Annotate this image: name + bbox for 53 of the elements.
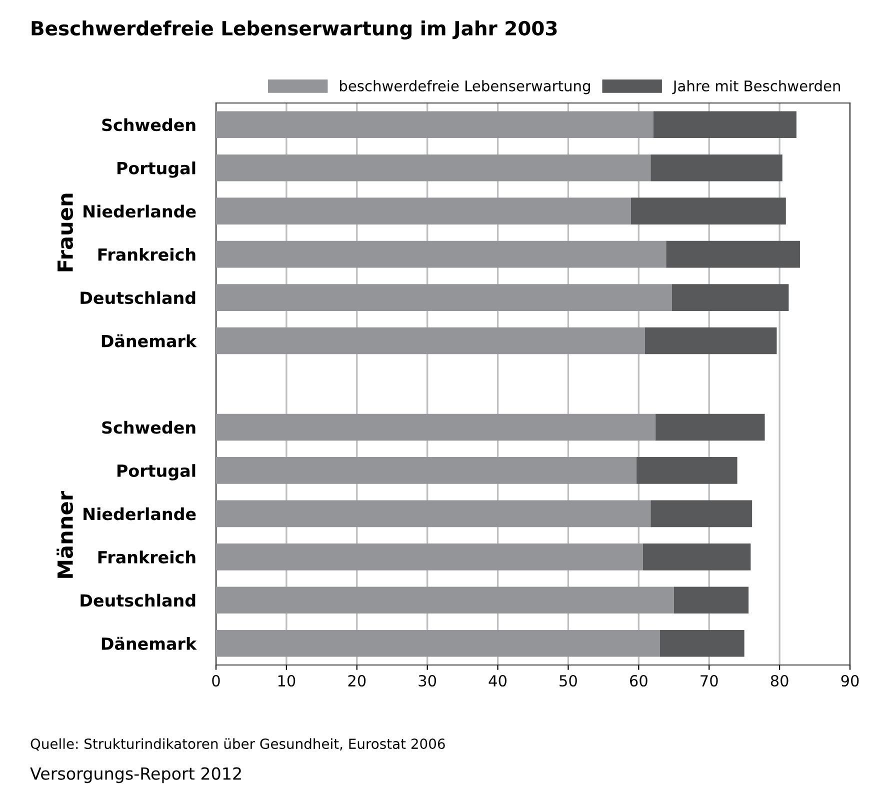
bar: [660, 630, 744, 657]
y-tick-label: Portugal: [117, 464, 196, 480]
y-tick-label: Niederlande: [84, 204, 196, 218]
x-tick-label: 40: [488, 674, 506, 687]
legend-label: Jahre mit Beschwerden: [672, 80, 840, 94]
bar: [650, 500, 752, 528]
x-tick-label: 50: [560, 674, 577, 687]
bar: [216, 586, 674, 614]
x-tick-label: 80: [770, 674, 788, 687]
y-tick-label: Schweden: [102, 118, 196, 132]
bar: [656, 414, 765, 441]
y-tick-label: Dänemark: [102, 334, 197, 348]
y-tick-label: Deutschland: [80, 291, 196, 304]
bar: [642, 544, 751, 570]
y-tick-label: Frankreich: [98, 550, 196, 564]
bar: [636, 457, 738, 484]
y-tick-label: Niederlande: [84, 507, 196, 520]
chart-title: Beschwerdefreie Lebenserwartung im Jahr 2003: [32, 20, 557, 40]
bar: [630, 198, 786, 224]
y-tick-label: Frankreich: [98, 248, 196, 261]
bar: [645, 327, 777, 354]
bar: [216, 198, 631, 224]
bar: [216, 457, 637, 484]
text: Frauen: [58, 194, 74, 272]
x-tick-label: 0: [212, 674, 220, 687]
y-tick-label: Schweden: [102, 420, 196, 434]
bar: [216, 111, 654, 138]
bar: [216, 414, 656, 441]
x-tick-label: 90: [841, 674, 859, 687]
legend-label: beschwerdefreie Lebenserwartung: [340, 80, 590, 94]
bar: [216, 154, 651, 182]
bar: [653, 111, 796, 138]
bar: [216, 630, 660, 657]
source-note: Quelle: Strukturindikatoren über Gesundheit, Eurostat 2006: [30, 738, 445, 751]
bar: [666, 240, 800, 268]
bar: [216, 327, 646, 354]
x-tick-label: 10: [278, 674, 296, 687]
bar: [216, 544, 643, 570]
y-tick-label: Portugal: [117, 162, 196, 178]
y-tick-label: Dänemark: [102, 636, 197, 650]
y-tick-label: Deutschland: [80, 594, 196, 607]
text: Männer: [56, 490, 74, 578]
bar: [216, 284, 672, 311]
x-tick-label: 30: [418, 674, 436, 687]
x-tick-label: 60: [630, 674, 648, 687]
text: Versorgungs-Report 2012: [30, 767, 241, 784]
bar: [216, 240, 666, 268]
bar: [650, 154, 782, 182]
bar: [672, 284, 789, 311]
bar: [674, 586, 749, 614]
x-tick-label: 70: [700, 674, 718, 687]
bar: [216, 500, 651, 528]
x-tick-label: 20: [348, 674, 366, 687]
